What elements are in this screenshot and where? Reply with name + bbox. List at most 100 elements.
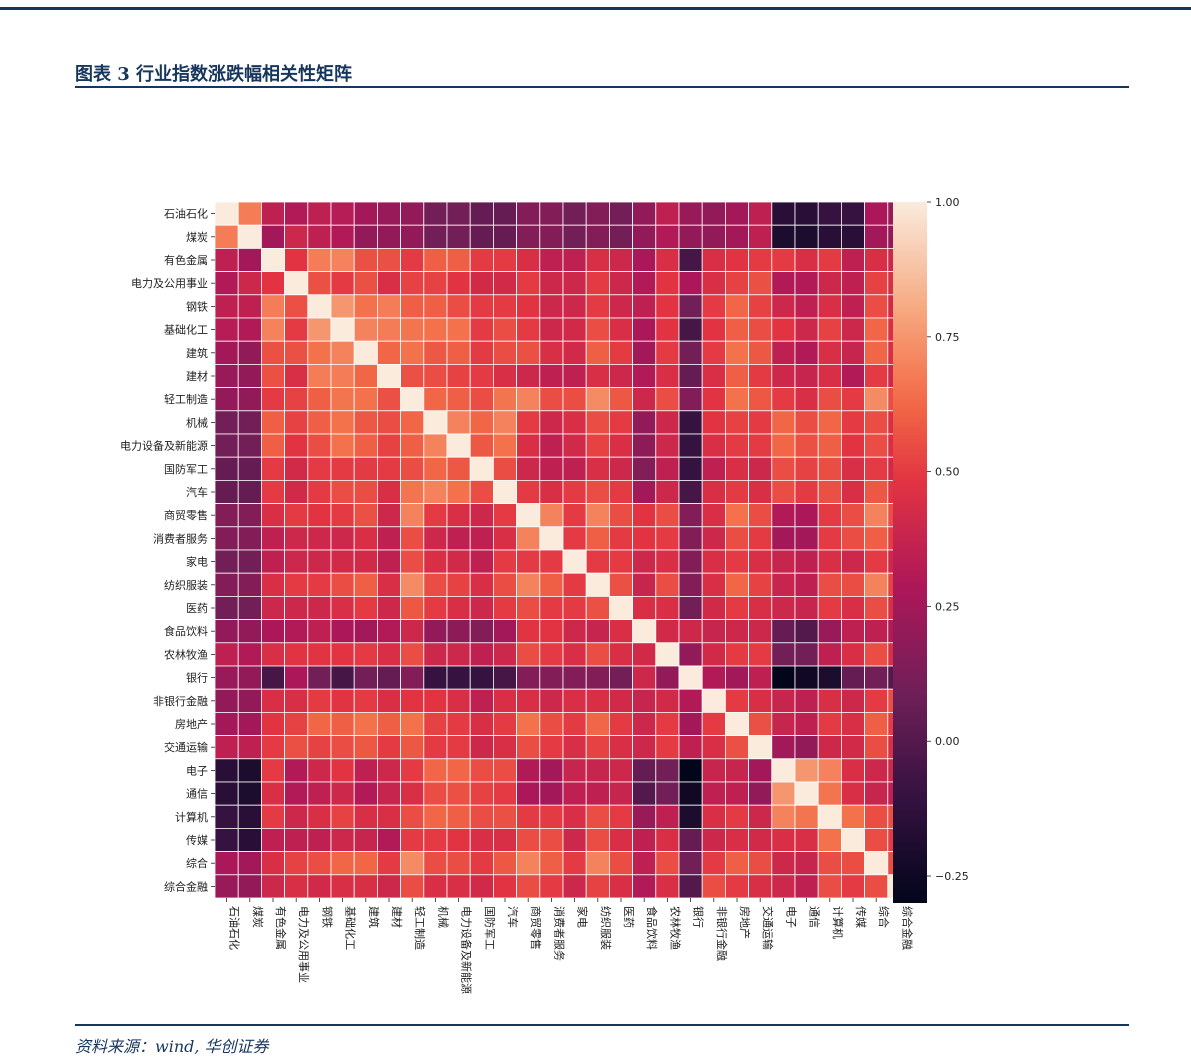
heatmap-cell-17-24: [771, 596, 796, 621]
heatmap-cell-5-16: [585, 317, 610, 342]
heatmap-cell-20-23: [748, 665, 773, 690]
heatmap-cell-25-13: [516, 781, 541, 806]
x-tick-label-14: 消费者服务: [552, 906, 566, 961]
heatmap-cell-5-26: [817, 317, 842, 342]
heatmap-cell-5-12: [492, 317, 517, 342]
heatmap-cell-2-24: [771, 247, 796, 272]
heatmap-cell-11-21: [701, 456, 726, 481]
heatmap-cell-18-16: [585, 619, 610, 644]
heatmap-cell-14-5: [330, 526, 355, 551]
heatmap-cell-11-22: [725, 456, 750, 481]
heatmap-cell-16-10: [446, 572, 471, 597]
heatmap-cell-2-8: [400, 247, 425, 272]
heatmap-cell-13-5: [330, 503, 355, 528]
heatmap-cell-13-11: [469, 503, 494, 528]
heatmap-cell-2-23: [748, 247, 773, 272]
heatmap-cell-5-3: [284, 317, 309, 342]
heatmap-cell-13-26: [817, 503, 842, 528]
heatmap-cell-14-17: [609, 526, 634, 551]
heatmap-cell-24-23: [748, 758, 773, 783]
heatmap-cell-3-7: [376, 271, 401, 296]
heatmap-cell-26-28: [864, 804, 889, 829]
top-rule: [0, 7, 1191, 10]
heatmap-cell-25-17: [609, 781, 634, 806]
x-tick-label-25: 通信: [808, 906, 821, 928]
heatmap-cell-0-2: [260, 201, 285, 226]
heatmap-cell-13-9: [423, 503, 448, 528]
heatmap-cell-5-11: [469, 317, 494, 342]
heatmap-cell-22-8: [400, 712, 425, 737]
colorbar-tick-label-3: 0.25: [935, 600, 960, 613]
heatmap-cell-27-9: [423, 828, 448, 853]
heatmap-cell-19-10: [446, 642, 471, 667]
heatmap-cell-0-6: [353, 201, 378, 226]
heatmap-cell-29-19: [655, 874, 680, 899]
heatmap-cell-23-6: [353, 735, 378, 760]
heatmap-cell-14-1: [237, 526, 262, 551]
y-tick-label-17: 医药: [186, 602, 208, 615]
heatmap-cell-28-6: [353, 851, 378, 876]
heatmap-cell-27-25: [794, 828, 819, 853]
heatmap-cell-13-23: [748, 503, 773, 528]
heatmap-cell-9-1: [237, 410, 262, 435]
heatmap-cell-15-19: [655, 549, 680, 574]
heatmap-cell-1-1: [237, 224, 262, 249]
heatmap-cell-9-27: [841, 410, 866, 435]
heatmap-cell-18-20: [678, 619, 703, 644]
heatmap-cell-8-3: [284, 387, 309, 412]
heatmap-cell-6-21: [701, 340, 726, 365]
heatmap-cell-26-1: [237, 804, 262, 829]
heatmap-cell-10-28: [864, 433, 889, 458]
heatmap-cell-16-26: [817, 572, 842, 597]
heatmap-cell-0-9: [423, 201, 448, 226]
heatmap-cell-10-21: [701, 433, 726, 458]
heatmap-cell-7-18: [632, 363, 657, 388]
heatmap-cell-8-5: [330, 387, 355, 412]
heatmap-cell-16-21: [701, 572, 726, 597]
heatmap-cell-27-28: [864, 828, 889, 853]
heatmap-cell-23-18: [632, 735, 657, 760]
heatmap-cell-25-6: [353, 781, 378, 806]
heatmap-cell-28-10: [446, 851, 471, 876]
heatmap-cell-26-4: [307, 804, 332, 829]
heatmap-cell-23-7: [376, 735, 401, 760]
heatmap-cell-18-19: [655, 619, 680, 644]
heatmap-cell-0-17: [609, 201, 634, 226]
heatmap-cell-13-18: [632, 503, 657, 528]
heatmap-cell-8-25: [794, 387, 819, 412]
heatmap-cell-2-11: [469, 247, 494, 272]
heatmap-cell-0-27: [841, 201, 866, 226]
heatmap-cell-7-5: [330, 363, 355, 388]
heatmap-cell-20-4: [307, 665, 332, 690]
heatmap-cell-4-14: [539, 294, 564, 319]
y-tick-label-11: 国防军工: [164, 462, 208, 476]
heatmap-cell-15-22: [725, 549, 750, 574]
heatmap-cell-12-2: [260, 479, 285, 504]
heatmap-cell-2-17: [609, 247, 634, 272]
heatmap-cell-16-6: [353, 572, 378, 597]
heatmap-cell-26-18: [632, 804, 657, 829]
heatmap-cell-10-8: [400, 433, 425, 458]
heatmap-cell-3-4: [307, 271, 332, 296]
heatmap-cell-2-27: [841, 247, 866, 272]
heatmap-cell-17-0: [214, 596, 239, 621]
heatmap-cell-2-13: [516, 247, 541, 272]
heatmap-cell-29-1: [237, 874, 262, 899]
heatmap-cell-25-16: [585, 781, 610, 806]
heatmap-cell-19-17: [609, 642, 634, 667]
heatmap-cell-7-22: [725, 363, 750, 388]
heatmap-cell-21-16: [585, 688, 610, 713]
heatmap-cell-14-20: [678, 526, 703, 551]
heatmap-cell-11-18: [632, 456, 657, 481]
heatmap-cell-29-27: [841, 874, 866, 899]
heatmap-cell-18-3: [284, 619, 309, 644]
heatmap-cell-28-4: [307, 851, 332, 876]
heatmap-cell-9-22: [725, 410, 750, 435]
heatmap-cell-22-27: [841, 712, 866, 737]
heatmap-cell-29-7: [376, 874, 401, 899]
heatmap-cell-19-5: [330, 642, 355, 667]
heatmap-cell-1-23: [748, 224, 773, 249]
heatmap-cell-6-27: [841, 340, 866, 365]
heatmap-cell-3-24: [771, 271, 796, 296]
heatmap-cell-5-2: [260, 317, 285, 342]
